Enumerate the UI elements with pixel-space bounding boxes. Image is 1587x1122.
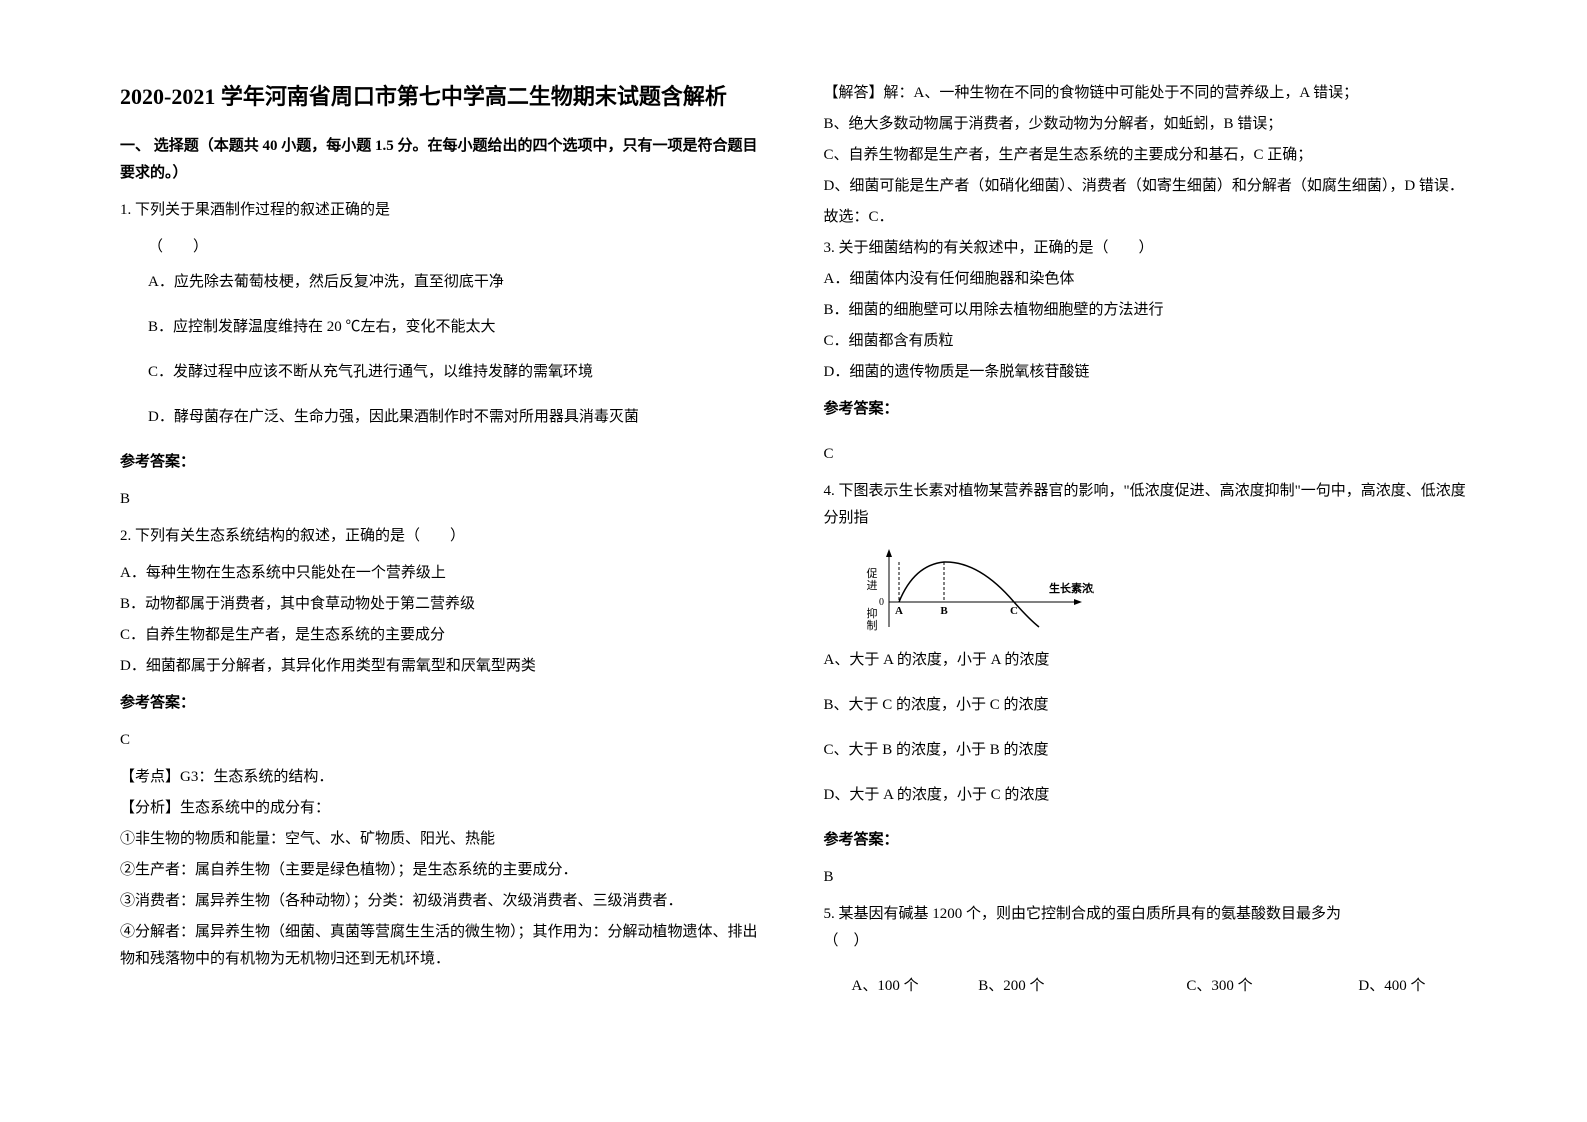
q3-answer: C xyxy=(824,441,1468,468)
q2-sol-3: D、细菌可能是生产者（如硝化细菌）、消费者（如寄生细菌）和分解者（如腐生细菌），… xyxy=(824,173,1468,200)
q1-answer-label: 参考答案： xyxy=(120,449,764,476)
q3-option-c: C．细菌都含有质粒 xyxy=(824,328,1468,355)
q2-stem: 2. 下列有关生态系统结构的叙述，正确的是（ ） xyxy=(120,523,764,550)
q1-option-c: C．发酵过程中应该不断从充气孔进行通气，以维持发酵的需氧环境 xyxy=(120,359,764,386)
q2-a4: ④分解者：属异养生物（细菌、真菌等营腐生生活的微生物）；其作用为：分解动植物遗体… xyxy=(120,919,764,973)
q1-stem: 1. 下列关于果酒制作过程的叙述正确的是 xyxy=(120,197,764,224)
q3-stem: 3. 关于细菌结构的有关叙述中，正确的是（ ） xyxy=(824,235,1468,262)
tick-b: B xyxy=(940,605,948,617)
q5-option-c: C、300 个 xyxy=(1186,973,1358,1000)
q3-option-b: B．细菌的细胞壁可以用除去植物细胞壁的方法进行 xyxy=(824,297,1468,324)
q4-option-d: D、大于 A 的浓度，小于 C 的浓度 xyxy=(824,782,1468,809)
q1-paren: （ ） xyxy=(120,234,764,261)
q2-analysis-label: 【分析】生态系统中的成分有： xyxy=(120,795,764,822)
ylabel-top: 促进 xyxy=(866,566,877,592)
page-container: 2020-2021 学年河南省周口市第七中学高二生物期末试题含解析 一、 选择题… xyxy=(0,0,1587,1122)
document-title: 2020-2021 学年河南省周口市第七中学高二生物期末试题含解析 xyxy=(120,80,764,113)
q3-option-a: A．细菌体内没有任何细胞器和染色体 xyxy=(824,266,1468,293)
q5-option-d: D、400 个 xyxy=(1358,973,1467,1000)
origin-label: 0 xyxy=(879,597,884,608)
q1-option-a: A．应先除去葡萄枝梗，然后反复冲洗，直至彻底干净 xyxy=(120,269,764,296)
q5-options-row: A、100 个 B、200 个 C、300 个 D、400 个 xyxy=(824,973,1468,1000)
spacer xyxy=(824,959,1468,973)
q4-answer-label: 参考答案： xyxy=(824,827,1468,854)
auxin-curve xyxy=(899,562,1039,627)
q4-answer: B xyxy=(824,864,1468,891)
q4-option-b: B、大于 C 的浓度，小于 C 的浓度 xyxy=(824,692,1468,719)
q2-option-c: C．自养生物都是生产者，是生态系统的主要成分 xyxy=(120,622,764,649)
tick-a: A xyxy=(895,605,903,617)
spacer xyxy=(824,433,1468,441)
q2-sol-0: 【解答】解：A、一种生物在不同的食物链中可能处于不同的营养级上，A 错误； xyxy=(824,80,1468,107)
q4-chart: A B C 促进 0 抑制 生长素浓度 xyxy=(854,547,1468,637)
q1-answer: B xyxy=(120,486,764,513)
q5-option-a: A、100 个 xyxy=(852,973,979,1000)
q2-sol-1: B、绝大多数动物属于消费者，少数动物为分解者，如蚯蚓，B 错误； xyxy=(824,111,1468,138)
q2-sol-4: 故选：C． xyxy=(824,204,1468,231)
q2-a1: ①非生物的物质和能量：空气、水、矿物质、阳光、热能 xyxy=(120,826,764,853)
q1-option-d: D．酵母菌存在广泛、生命力强，因此果酒制作时不需对所用器具消毒灭菌 xyxy=(120,404,764,431)
q3-option-d: D．细菌的遗传物质是一条脱氧核苷酸链 xyxy=(824,359,1468,386)
q2-option-a: A．每种生物在生态系统中只能处在一个营养级上 xyxy=(120,560,764,587)
q4-stem: 4. 下图表示生长素对植物某营养器官的影响，"低浓度促进、高浓度抑制"一句中，高… xyxy=(824,478,1468,532)
right-column: 【解答】解：A、一种生物在不同的食物链中可能处于不同的营养级上，A 错误； B、… xyxy=(794,80,1488,1082)
q2-answer: C xyxy=(120,727,764,754)
auxin-curve-svg: A B C 促进 0 抑制 生长素浓度 xyxy=(854,547,1094,637)
tick-c: C xyxy=(1010,605,1018,617)
q2-sol-2: C、自养生物都是生产者，生产者是生态系统的主要成分和基石，C 正确； xyxy=(824,142,1468,169)
left-column: 2020-2021 学年河南省周口市第七中学高二生物期末试题含解析 一、 选择题… xyxy=(100,80,794,1082)
q5-option-b: B、200 个 xyxy=(978,973,1186,1000)
q2-a2: ②生产者：属自养生物（主要是绿色植物）；是生态系统的主要成分． xyxy=(120,857,764,884)
q2-option-d: D．细菌都属于分解者，其异化作用类型有需氧型和厌氧型两类 xyxy=(120,653,764,680)
q2-answer-label: 参考答案： xyxy=(120,690,764,717)
q2-option-b: B．动物都属于消费者，其中食草动物处于第二营养级 xyxy=(120,591,764,618)
ylabel-bottom: 抑制 xyxy=(866,606,877,632)
xlabel: 生长素浓度 xyxy=(1049,581,1094,595)
q4-option-a: A、大于 A 的浓度，小于 A 的浓度 xyxy=(824,647,1468,674)
q2-kp: 【考点】G3：生态系统的结构． xyxy=(120,764,764,791)
q3-answer-label: 参考答案： xyxy=(824,396,1468,423)
y-arrow xyxy=(886,549,892,557)
q1-option-b: B．应控制发酵温度维持在 20 ℃左右，变化不能太大 xyxy=(120,314,764,341)
x-arrow xyxy=(1074,599,1082,605)
q4-option-c: C、大于 B 的浓度，小于 B 的浓度 xyxy=(824,737,1468,764)
q2-a3: ③消费者：属异养生物（各种动物）；分类：初级消费者、次级消费者、三级消费者． xyxy=(120,888,764,915)
section-1-header: 一、 选择题（本题共 40 小题，每小题 1.5 分。在每小题给出的四个选项中，… xyxy=(120,133,764,187)
q5-stem: 5. 某基因有碱基 1200 个，则由它控制合成的蛋白质所具有的氨基酸数目最多为… xyxy=(824,901,1468,955)
